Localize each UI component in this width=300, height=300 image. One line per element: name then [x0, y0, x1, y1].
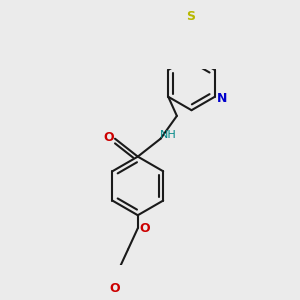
- Text: S: S: [186, 10, 195, 23]
- Text: O: O: [139, 222, 150, 235]
- Text: N: N: [217, 92, 227, 105]
- Text: O: O: [103, 130, 114, 144]
- Text: NH: NH: [160, 130, 177, 140]
- Text: O: O: [110, 282, 120, 295]
